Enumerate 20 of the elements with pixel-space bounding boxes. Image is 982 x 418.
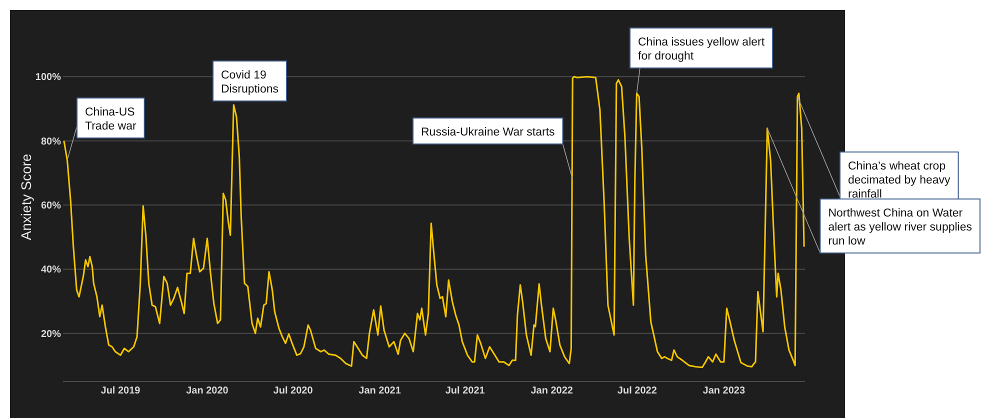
annotation: Russia-Ukraine War starts xyxy=(421,126,556,138)
x-tick-label: Jan 2020 xyxy=(186,386,229,396)
y-tick-label: 20% xyxy=(40,328,62,340)
annotation: China-US Trade war xyxy=(85,106,137,132)
y-tick-label: 100% xyxy=(35,72,62,84)
x-tick-label: Jul 2022 xyxy=(617,386,658,396)
y-tick-label: 60% xyxy=(40,200,62,212)
x-tick-label: Jan 2022 xyxy=(530,386,574,396)
x-tick-label: Jan 2023 xyxy=(702,386,746,396)
annotation: Northwest China on Water alert as yellow river supplies run low xyxy=(828,208,972,248)
x-tick-label: Jul 2020 xyxy=(273,386,314,396)
x-tick-label: Jan 2021 xyxy=(358,386,402,396)
annotation: Covid 19 Disruptions xyxy=(221,70,279,96)
y-tick-label: 80% xyxy=(40,136,62,148)
x-tick-label: Jul 2021 xyxy=(445,386,486,396)
x-tick-label: Jul 2019 xyxy=(100,386,141,396)
annotation: China issues yellow alert for drought xyxy=(638,36,766,62)
y-tick-label: 40% xyxy=(40,264,62,276)
y-axis-title: Anxiety Score xyxy=(18,154,34,240)
annotation: China’s wheat crop decimated by heavy rainfall xyxy=(848,160,951,200)
